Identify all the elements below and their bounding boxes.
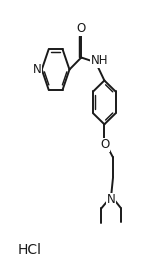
Text: O: O bbox=[77, 22, 86, 35]
Text: O: O bbox=[100, 138, 109, 151]
Text: N: N bbox=[107, 193, 116, 206]
Text: NH: NH bbox=[90, 55, 108, 68]
Text: N: N bbox=[33, 63, 42, 76]
Text: HCl: HCl bbox=[18, 243, 42, 257]
